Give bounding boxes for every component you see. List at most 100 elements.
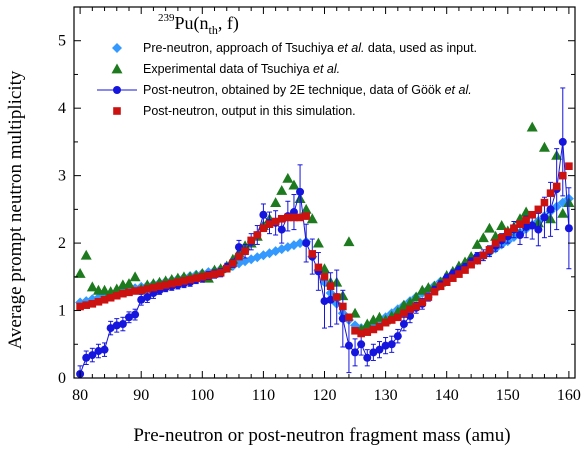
legend-label: Post-neutron, output in this simulation.	[143, 104, 356, 118]
data-point	[167, 279, 176, 288]
data-point	[367, 314, 379, 325]
data-point	[387, 340, 396, 349]
data-point	[106, 324, 115, 333]
data-point	[497, 233, 506, 242]
data-point	[479, 251, 488, 260]
legend-marker	[113, 86, 121, 94]
data-point	[112, 291, 121, 300]
title-sub: th	[209, 23, 218, 37]
data-point	[100, 345, 109, 354]
y-tick-label: 5	[58, 33, 66, 50]
data-point	[399, 320, 408, 329]
data-point	[381, 318, 390, 327]
data-point	[155, 282, 164, 291]
data-point	[471, 238, 483, 249]
legend-marker	[113, 107, 121, 115]
data-point	[522, 222, 531, 231]
data-point	[320, 297, 329, 306]
data-point	[339, 302, 347, 311]
data-point	[131, 287, 139, 295]
x-tick-label: 130	[374, 387, 398, 404]
x-tick-label: 100	[190, 387, 214, 404]
data-point	[180, 277, 188, 285]
data-point	[86, 281, 98, 292]
data-point	[259, 224, 268, 233]
y-tick-label: 3	[58, 168, 66, 185]
data-point	[461, 266, 469, 274]
title-sup: 239	[158, 12, 175, 24]
data-point	[473, 256, 482, 265]
data-point	[76, 302, 84, 311]
legend-entry: Post-neutron, obtained by 2E technique, …	[97, 83, 472, 97]
data-point	[455, 270, 463, 278]
data-point	[161, 281, 170, 289]
data-point	[528, 221, 537, 230]
data-point	[235, 252, 243, 261]
data-point	[538, 141, 550, 152]
legend-marker	[112, 43, 122, 53]
data-point	[143, 285, 152, 293]
x-tick-label: 160	[557, 387, 581, 404]
data-point	[88, 351, 97, 360]
legend-label: Post-neutron, obtained by 2E technique, …	[143, 83, 472, 97]
data-point	[271, 217, 280, 226]
data-point	[94, 297, 103, 306]
data-point	[216, 268, 225, 277]
series-square	[76, 162, 573, 338]
chart-title: 239Pu(nth, f)	[158, 12, 239, 37]
data-point	[393, 332, 402, 341]
data-point	[516, 230, 525, 239]
data-point	[522, 216, 530, 224]
data-point	[74, 267, 86, 278]
data-point	[449, 274, 457, 282]
data-point	[131, 310, 140, 319]
data-point	[129, 271, 141, 282]
data-point	[416, 284, 428, 295]
data-point	[351, 326, 359, 335]
x-tick-label: 80	[72, 387, 88, 404]
legend-label: Experimental data of Tsuchiya et al.	[143, 62, 340, 76]
legend-label: Pre-neutron, approach of Tsuchiya et al.…	[143, 41, 477, 55]
data-point	[100, 295, 109, 304]
data-point	[308, 250, 317, 258]
data-point	[82, 301, 91, 309]
data-point	[332, 293, 341, 301]
data-point	[418, 298, 427, 307]
data-point	[229, 259, 237, 268]
x-tick-label: 140	[435, 387, 459, 404]
data-point	[565, 162, 573, 170]
axes: 80 90 100 110 120 130 140 150 160 0 1 2 3 4 5	[58, 6, 581, 404]
data-point	[546, 189, 555, 197]
data-point	[149, 283, 158, 292]
data-point	[288, 179, 300, 190]
data-point	[510, 224, 518, 233]
data-point	[552, 182, 561, 191]
data-point	[186, 275, 194, 284]
data-point	[300, 203, 312, 214]
data-point	[174, 278, 182, 287]
y-tick-label: 0	[58, 370, 66, 387]
data-point	[436, 282, 445, 291]
data-point	[306, 213, 318, 224]
data-point	[534, 225, 543, 234]
data-point	[112, 321, 121, 330]
data-point	[284, 213, 292, 222]
data-point	[276, 184, 288, 195]
data-point	[430, 287, 439, 296]
data-point	[564, 224, 573, 233]
data-point	[496, 220, 508, 230]
data-point	[558, 171, 567, 180]
data-point	[477, 232, 489, 243]
x-axis-title: Pre-neutron or post-neutron fragment mas…	[133, 425, 510, 446]
data-point	[485, 246, 494, 254]
data-point	[406, 305, 414, 313]
data-point	[302, 239, 311, 248]
data-point	[222, 264, 231, 273]
data-point	[400, 309, 408, 318]
data-point	[314, 263, 323, 272]
plot-area	[74, 87, 575, 378]
data-point	[296, 213, 304, 222]
data-point	[540, 213, 549, 222]
data-point	[241, 247, 249, 255]
